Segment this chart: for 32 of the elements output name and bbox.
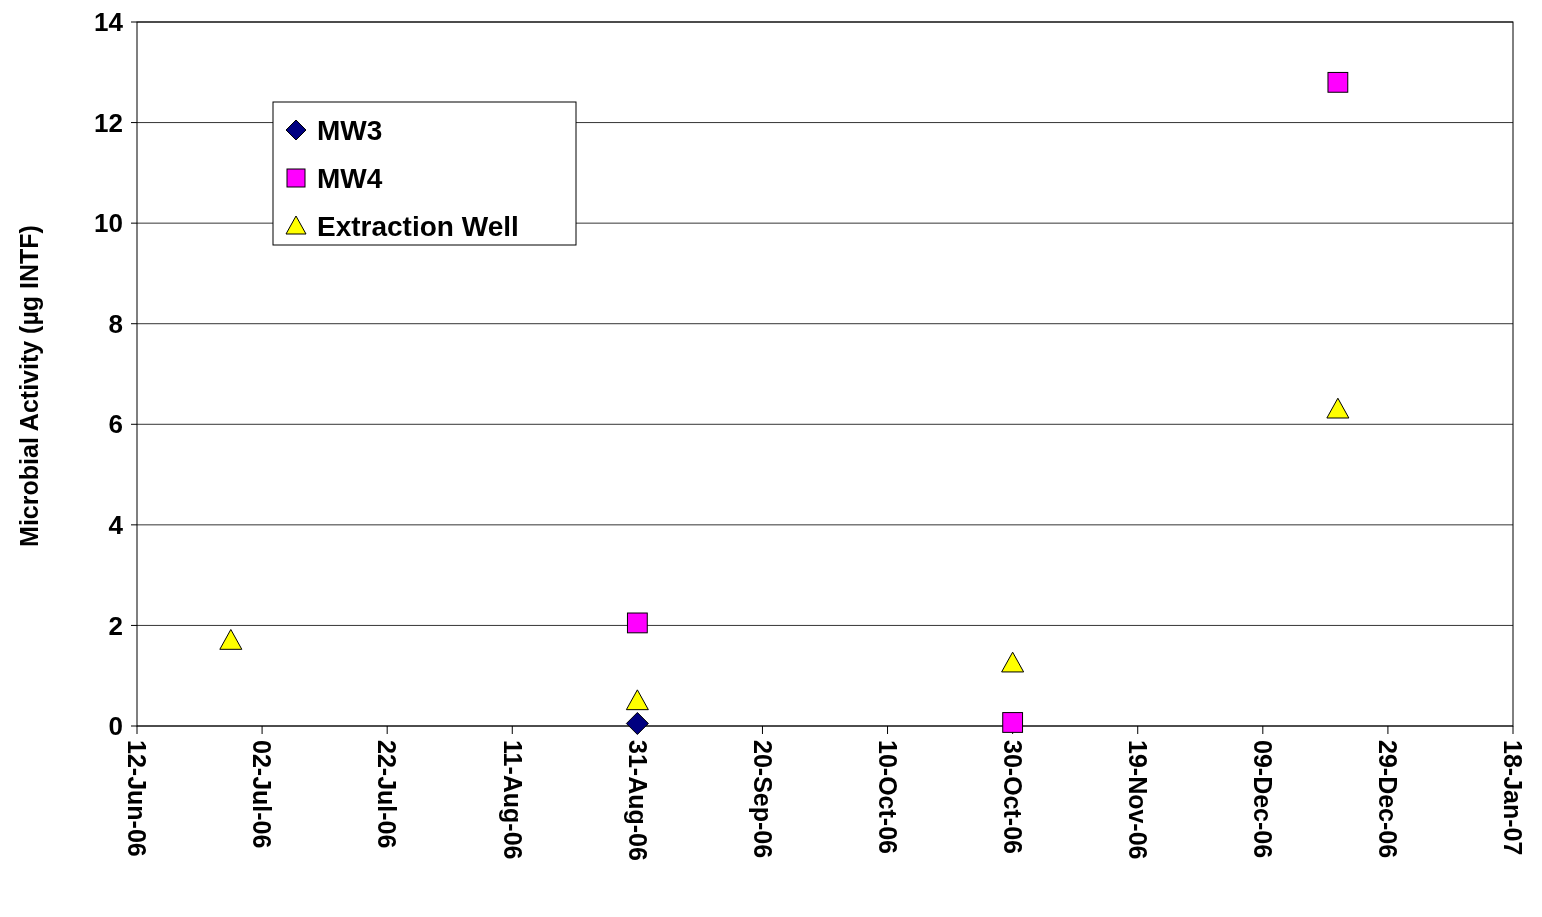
point <box>625 689 649 711</box>
x-tick-label: 02-Jul-06 <box>248 740 277 849</box>
x-tick-label: 18-Jan-07 <box>1499 740 1528 856</box>
point <box>625 711 649 735</box>
legend-label: Extraction Well <box>317 210 519 242</box>
x-tick-label: 30-Oct-06 <box>998 740 1027 854</box>
point <box>219 629 243 650</box>
x-tick-label: 31-Aug-06 <box>623 740 652 861</box>
point <box>1002 712 1024 733</box>
y-axis-title: Microbial Activity (µg INTF) <box>15 225 43 547</box>
x-tick-label: 11-Aug-06 <box>498 740 527 860</box>
point <box>626 612 648 634</box>
x-tick-label: 19-Nov-06 <box>1123 740 1152 860</box>
legend-label: MW3 <box>317 114 383 146</box>
legend-label: MW4 <box>317 162 383 194</box>
x-tick-label: 29-Dec-06 <box>1374 740 1403 859</box>
point <box>1326 397 1350 419</box>
y-tick-label: 4 <box>108 509 124 540</box>
x-tick-label: 12-Jun-06 <box>123 740 152 857</box>
y-tick-label: 8 <box>108 308 123 339</box>
y-tick-label: 14 <box>94 7 124 38</box>
y-tick-label: 10 <box>94 208 123 239</box>
x-tick-label: 09-Dec-06 <box>1249 740 1278 859</box>
point <box>1001 651 1025 673</box>
point <box>1327 71 1349 93</box>
y-tick-label: 6 <box>108 409 123 440</box>
y-tick-label: 12 <box>94 107 123 138</box>
x-tick-label: 10-Oct-06 <box>873 740 902 854</box>
x-tick-label: 20-Sep-06 <box>748 740 777 859</box>
y-tick-label: 2 <box>108 610 123 641</box>
x-tick-label: 22-Jul-06 <box>373 740 402 849</box>
y-tick-label: 0 <box>108 711 123 742</box>
